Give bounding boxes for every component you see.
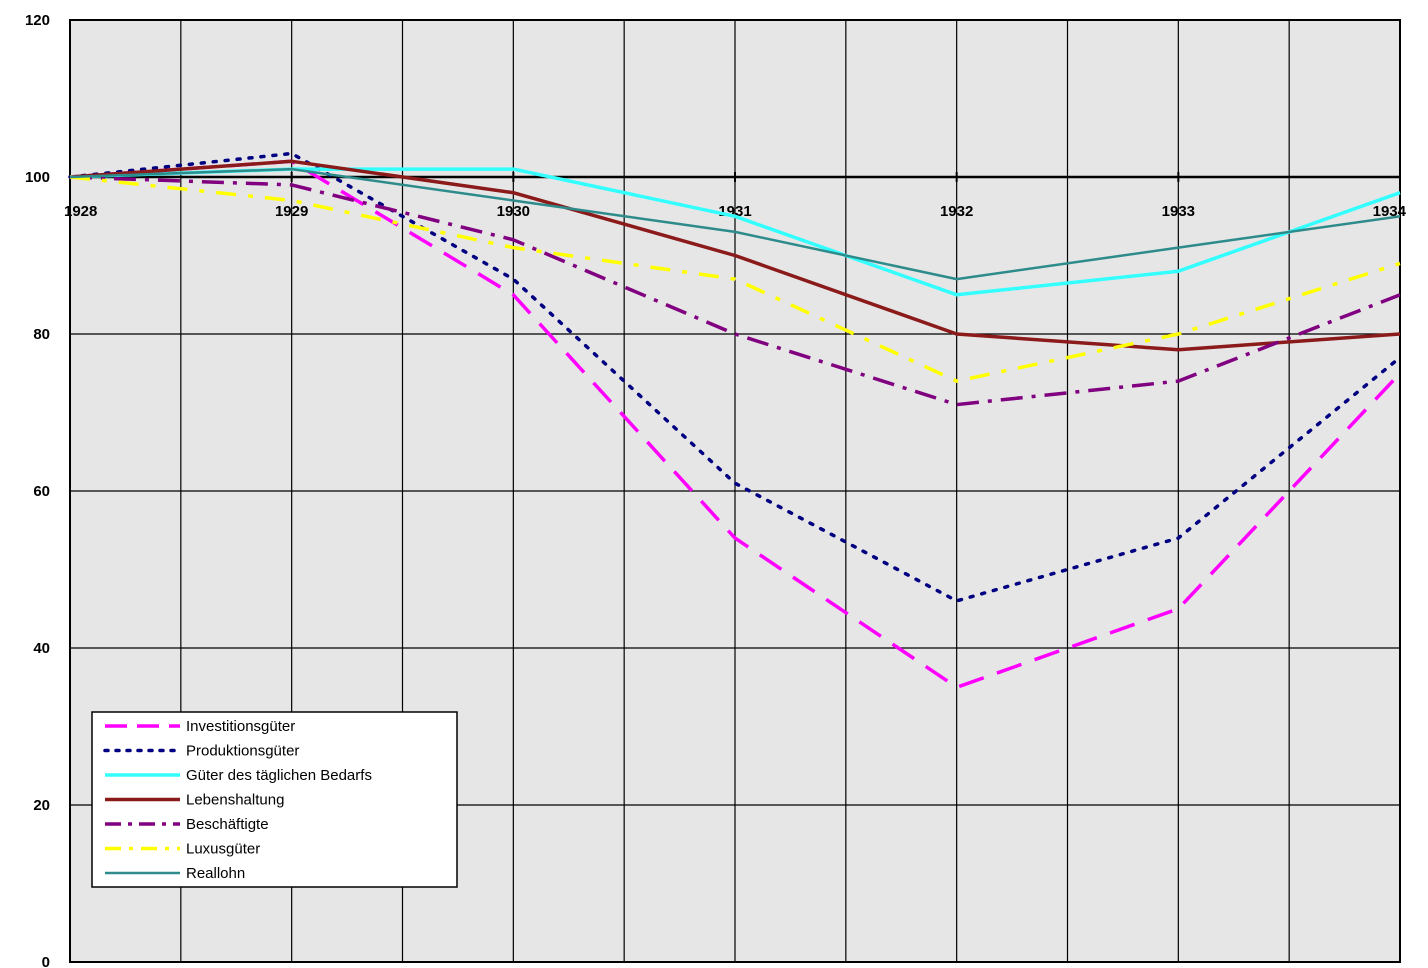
x-axis-ticks: 1928 1929 1930 1931 1932 1933 1934 — [64, 203, 1407, 220]
y-tick-label: 40 — [33, 640, 50, 657]
y-axis-ticks: 0 20 40 60 80 100 120 — [25, 12, 50, 968]
x-tick-label: 1933 — [1162, 203, 1195, 220]
x-axis-baseline — [69, 172, 1401, 182]
series-line-produktionsguter — [68, 151, 1402, 603]
y-tick-label: 120 — [25, 12, 50, 29]
series-line-beschaftigte — [69, 175, 1401, 407]
legend-label-guter-des-taglichen-bedarfs: Güter des täglichen Bedarfs — [186, 767, 372, 784]
series-line-luxusguter — [69, 175, 1401, 383]
y-tick-label: 100 — [25, 169, 50, 186]
x-tick-label: 1930 — [497, 203, 530, 220]
y-tick-label: 20 — [33, 797, 50, 814]
legend-label-beschaftigte: Beschäftigte — [186, 816, 269, 833]
series-lines — [68, 151, 1402, 690]
y-tick-label: 80 — [33, 326, 50, 343]
legend-label-luxusguter: Luxusgüter — [186, 841, 260, 858]
series-line-lebenshaltung — [69, 159, 1401, 352]
legend: Investitionsgüter Produktionsgüter Güter d… — [91, 711, 458, 888]
x-tick-label: 1932 — [940, 203, 973, 220]
y-tick-label: 60 — [33, 483, 50, 500]
legend-label-lebenshaltung: Lebenshaltung — [186, 792, 284, 809]
legend-label-investitionsguter: Investitionsgüter — [186, 718, 295, 735]
y-tick-label: 0 — [42, 954, 50, 968]
legend-label-reallohn: Reallohn — [186, 865, 245, 882]
series-line-reallohn — [69, 167, 1401, 281]
x-tick-label: 1929 — [275, 203, 308, 220]
x-tick-label: 1928 — [64, 203, 97, 220]
legend-label-produktionsguter: Produktionsgüter — [186, 743, 299, 760]
